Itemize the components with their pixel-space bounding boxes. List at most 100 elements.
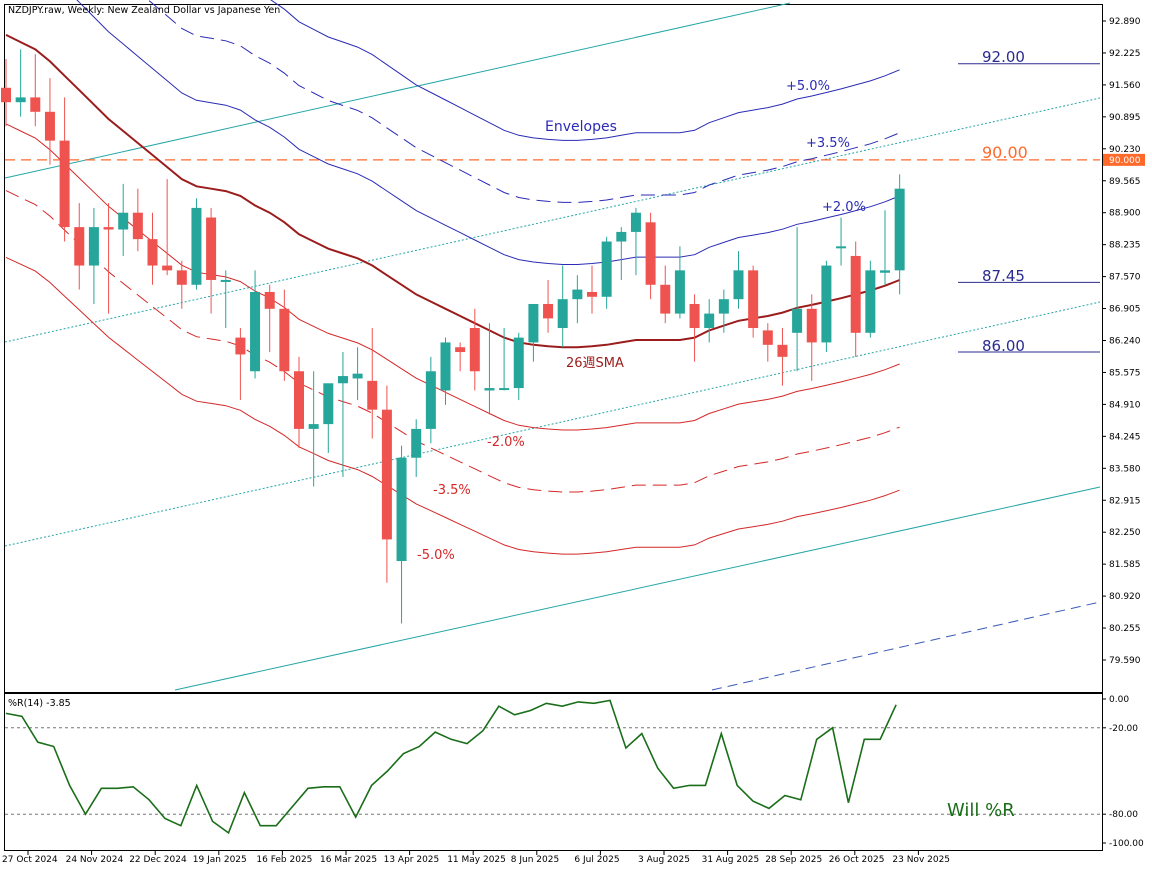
price-tick-label: 83.580 [1109, 464, 1141, 474]
candle-body [411, 428, 422, 458]
price-tick-label: 80.920 [1109, 592, 1141, 602]
price-tick-label: 81.585 [1109, 560, 1141, 570]
candle-body [264, 291, 275, 309]
envelopes-label: Envelopes [545, 119, 617, 135]
indicator-pane-frame [4, 693, 1103, 851]
candle-body [733, 270, 744, 300]
candle-body [308, 424, 319, 429]
candle-body [103, 227, 114, 230]
regression-channel [4, 2, 1101, 691]
envelope-minus2-label: -2.0% [487, 435, 525, 450]
candle-body [396, 457, 407, 562]
candle-body [630, 212, 641, 232]
price-tick-label: 92.890 [1109, 17, 1141, 27]
candle-body [176, 270, 187, 285]
candle-body [557, 299, 568, 329]
candle-body [30, 97, 41, 112]
price-tick-label: 80.255 [1109, 624, 1141, 634]
time-tick-label: 16 Feb 2025 [256, 855, 312, 865]
time-tick-label: 26 Oct 2025 [829, 855, 885, 865]
candle-body [616, 231, 627, 242]
time-tick-label: 28 Sep 2025 [765, 855, 822, 865]
willr-label: Will %R [947, 800, 1015, 821]
time-tick-label: 27 Oct 2024 [2, 855, 58, 865]
candle-body [674, 270, 685, 314]
candle-body [59, 140, 70, 228]
price-tick-label: 91.560 [1109, 81, 1141, 91]
envelope-minus5-label: -5.0% [417, 548, 455, 563]
price-tick-label: 89.565 [1109, 177, 1141, 187]
candle-body [220, 279, 231, 282]
candle-body [689, 303, 700, 329]
candle-body [660, 284, 671, 314]
candle-body [279, 308, 290, 372]
time-tick-label: 24 Nov 2024 [66, 855, 124, 865]
price-tick-label: 79.590 [1109, 656, 1141, 666]
price-tick-label: 90.230 [1109, 145, 1141, 155]
candle-body [645, 222, 656, 285]
candle-body [294, 371, 304, 429]
candle-body [88, 227, 99, 266]
current-level-tag [1103, 153, 1145, 166]
candle-body [528, 303, 539, 343]
candle-body [1, 87, 11, 103]
envelope-plus2-label: +2.0% [822, 200, 866, 215]
candle-body [132, 212, 143, 240]
envelope-lower-5 [5, 256, 900, 555]
envelope-plus5-label: +5.0% [786, 79, 830, 94]
horizontal-levels [5, 63, 1100, 353]
candles [1, 49, 905, 624]
current-level-tag-label: 90.000 [1109, 156, 1141, 166]
candle-body [440, 342, 451, 391]
candle-body [880, 270, 890, 273]
candle-body [74, 227, 85, 266]
candle-body [337, 376, 348, 384]
price-tick-label: 90.895 [1109, 113, 1141, 123]
time-tick-label: 16 Mar 2025 [320, 855, 377, 865]
level-90-label: 90.00 [982, 143, 1028, 162]
annotations: Envelopes +5.0% +3.5% +2.0% -2.0% -3.5% -5.0% 2… [417, 48, 1028, 563]
candle-body [601, 241, 612, 297]
candle-body [191, 207, 202, 285]
price-tick-label: 82.915 [1109, 496, 1141, 506]
price-tick-label: 88.235 [1109, 241, 1141, 251]
price-tick-label: 86.240 [1109, 337, 1141, 347]
price-axis: 92.890 92.225 91.560 90.895 90.230 89.565 88.9… [1102, 17, 1145, 666]
envelope-upper-5 [270, 0, 900, 141]
envelope-upper-3-5 [147, 0, 900, 203]
channel-line-3 [4, 301, 1101, 547]
candle-body [352, 373, 363, 379]
envelope-minus35-label: -3.5% [433, 483, 471, 498]
envelope-lower-3-5 [5, 190, 900, 493]
time-tick-label: 8 Jun 2025 [511, 855, 559, 865]
candle-body [499, 388, 510, 391]
candle-body [806, 308, 817, 343]
candle-body [484, 388, 495, 391]
candle-body [865, 270, 876, 333]
williams-r-pane: 0.00 -20.00 -80.00 -100.00 Will %R [5, 695, 1144, 849]
candle-body [381, 409, 392, 540]
indicator-header: %R(14) -3.85 [8, 698, 71, 709]
willr-tick-label: -20.00 [1109, 724, 1138, 734]
candle-body [718, 299, 729, 314]
sma-line [5, 34, 900, 349]
candle-body [748, 270, 759, 329]
envelope-lower-2 [5, 123, 900, 431]
candle-body [894, 188, 905, 271]
level-86-label: 86.00 [982, 337, 1025, 355]
willr-line [5, 699, 897, 835]
candle-body [513, 337, 524, 389]
candle-body [206, 217, 217, 280]
candle-body [147, 239, 158, 266]
candle-body [469, 328, 480, 372]
candle-body [836, 246, 847, 249]
time-tick-label: 22 Dec 2024 [129, 855, 187, 865]
sma-label: 26週SMA [566, 356, 624, 371]
candle-body [250, 291, 261, 372]
candle-body [235, 337, 246, 355]
candle-body [572, 289, 583, 300]
envelope-lines [5, 0, 900, 555]
price-pane-frame [4, 4, 1103, 693]
